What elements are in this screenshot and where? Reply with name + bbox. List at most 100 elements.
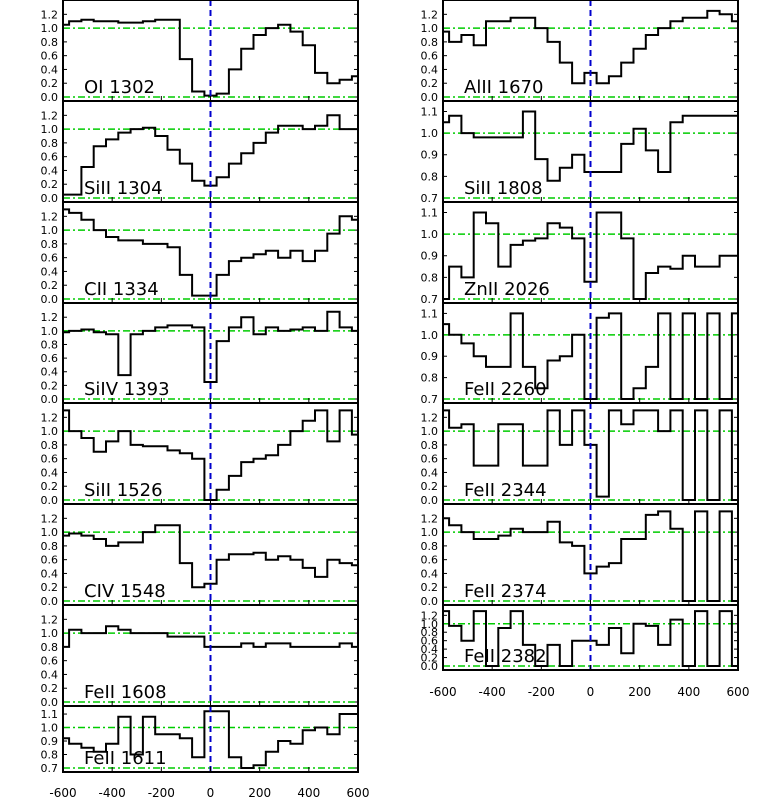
y-tick-label: 0.8 — [41, 439, 59, 452]
line-label-feii-1608: FeII 1608 — [84, 682, 167, 703]
line-label-feii-2260: FeII 2260 — [464, 379, 547, 400]
y-tick-label: 0.6 — [421, 554, 439, 567]
y-tick-label: 1.0 — [41, 627, 59, 640]
y-tick-label: 0.8 — [41, 137, 59, 150]
x-tick-label: -600 — [429, 685, 456, 699]
y-tick-label: 0.7 — [421, 393, 439, 406]
y-tick-label: 0.8 — [41, 540, 59, 553]
y-tick-label: 0.2 — [421, 581, 439, 594]
x-tick-label: -200 — [148, 786, 175, 800]
y-tick-label: 0.8 — [41, 36, 59, 49]
y-tick-label: 1.0 — [421, 526, 439, 539]
line-label-oi-1302: OI 1302 — [84, 77, 155, 98]
y-tick-label: 0.6 — [41, 554, 59, 567]
y-tick-label: 0.2 — [421, 480, 439, 493]
x-tick-label: 0 — [207, 786, 215, 800]
y-tick-label: 0.8 — [421, 36, 439, 49]
y-tick-label: 0.0 — [41, 293, 59, 306]
panel-feii-2260: 0.7 0.8 0.9 1.0 1.1 FeII 2260 — [421, 302, 739, 406]
y-tick-label: 0.9 — [421, 149, 439, 162]
y-tick-label: 0.0 — [421, 660, 439, 673]
y-tick-label: 0.4 — [41, 668, 59, 681]
y-tick-label: 0.7 — [421, 192, 439, 205]
y-tick-label: 0.6 — [41, 151, 59, 164]
x-tick-label: 0 — [587, 685, 595, 699]
y-tick-label: 0.8 — [421, 271, 439, 284]
y-tick-label: 0.6 — [421, 635, 439, 648]
panel-siii-1304: 0.00.20.40.60.81.01.2 SiII 1304 — [41, 100, 359, 205]
y-tick-label: 0.4 — [421, 643, 439, 656]
panel-siiv-1393: 0.00.20.40.60.81.01.2 SiIV 1393 — [41, 302, 359, 406]
spectrum-feii-1611 — [63, 710, 358, 769]
panel-feii-2344: 0.00.20.40.60.81.01.2 FeII 2344 — [421, 402, 739, 507]
spectrum-siii-1304 — [63, 114, 358, 196]
y-tick-label: 0.6 — [421, 453, 439, 466]
y-tick-label: 0.0 — [41, 192, 59, 205]
line-label-cii-1334: CII 1334 — [84, 279, 159, 300]
y-tick-label: 1.0 — [421, 425, 439, 438]
panel-znii-2026: 0.7 0.8 0.9 1.0 1.1 ZnII 2026 — [421, 201, 739, 306]
line-label-civ-1548: CIV 1548 — [84, 581, 166, 602]
y-tick-label: 0.8 — [41, 641, 59, 654]
spectrum-feii-2344 — [443, 409, 738, 501]
y-tick-label: 1.0 — [41, 722, 59, 735]
spectrum-siiv-1393 — [63, 310, 358, 383]
line-label-siii-1808: SiII 1808 — [464, 178, 543, 199]
spectrum-siii-1526 — [63, 409, 358, 501]
y-tick-label: 1.1 — [421, 105, 439, 118]
y-tick-label: 0.2 — [421, 652, 439, 665]
y-tick-label: 1.0 — [41, 425, 59, 438]
y-tick-label: 0.8 — [421, 439, 439, 452]
y-tick-label: 0.6 — [41, 252, 59, 265]
y-tick-label: 0.8 — [421, 626, 439, 639]
x-tick-label: 400 — [677, 685, 700, 699]
y-tick-label: 0.0 — [41, 595, 59, 608]
line-label-feii-2344: FeII 2344 — [464, 480, 547, 501]
y-tick-label: 0.7 — [41, 762, 59, 775]
y-tick-label: 1.2 — [421, 8, 439, 21]
y-tick-label: 0.4 — [41, 366, 59, 379]
spectrum-oi-1302 — [63, 18, 358, 97]
y-tick-label: 0.6 — [41, 352, 59, 365]
spectrum-feii-2374 — [443, 510, 738, 602]
spectrum-feii-1608 — [63, 625, 358, 648]
line-label-siiv-1393: SiIV 1393 — [84, 379, 170, 400]
spectrum-siii-1808 — [443, 110, 738, 182]
panel-siii-1526: 0.00.20.40.60.81.01.2 SiII 1526 — [41, 402, 359, 507]
y-tick-label: 0.0 — [421, 595, 439, 608]
y-tick-label: 0.2 — [421, 77, 439, 90]
panel-civ-1548: 0.00.20.40.60.81.01.2 CIV 1548 — [41, 503, 359, 608]
y-tick-label: 1.0 — [41, 526, 59, 539]
y-tick-label: 0.0 — [41, 494, 59, 507]
y-tick-label: 1.2 — [421, 512, 439, 525]
x-tick-label: -400 — [479, 685, 506, 699]
y-tick-label: 1.2 — [421, 609, 439, 622]
y-tick-label: 0.2 — [41, 279, 59, 292]
y-tick-label: 0.6 — [421, 50, 439, 63]
panel-cii-1334: 0.00.20.40.60.81.01.2 CII 1334 — [41, 201, 359, 306]
y-tick-label: 0.0 — [421, 91, 439, 104]
panel-siii-1808: 0.7 0.8 0.9 1.0 1.1 SiII 1808 — [421, 100, 739, 205]
y-tick-label: 1.2 — [41, 311, 59, 324]
y-tick-label: 0.2 — [41, 581, 59, 594]
line-label-znii-2026: ZnII 2026 — [464, 279, 550, 300]
y-tick-label: 0.2 — [41, 77, 59, 90]
y-tick-label: 0.8 — [421, 170, 439, 183]
spectrum-civ-1548 — [63, 524, 358, 589]
y-tick-label: 1.2 — [41, 109, 59, 122]
spectrum-feii-2382 — [443, 610, 738, 667]
panel-feii-2382: 0.00.20.40.60.81.01.2 FeII 2382 — [421, 604, 739, 673]
panel-feii-1608: 0.00.20.40.60.81.01.2 FeII 1608 — [41, 604, 359, 709]
y-tick-label: 0.2 — [41, 480, 59, 493]
y-tick-label: 0.2 — [41, 682, 59, 695]
line-label-feii-2382: FeII 2382 — [464, 646, 547, 667]
y-tick-label: 1.0 — [421, 228, 439, 241]
y-tick-label: 1.2 — [41, 210, 59, 223]
y-tick-label: 1.1 — [421, 206, 439, 219]
y-tick-label: 0.2 — [41, 178, 59, 191]
panel-alii-1670: 0.00.20.40.60.81.01.2 AlII 1670 — [421, 0, 739, 104]
y-tick-label: 0.9 — [421, 250, 439, 263]
x-tick-label: 600 — [347, 786, 370, 800]
spectrum-znii-2026 — [443, 211, 738, 300]
